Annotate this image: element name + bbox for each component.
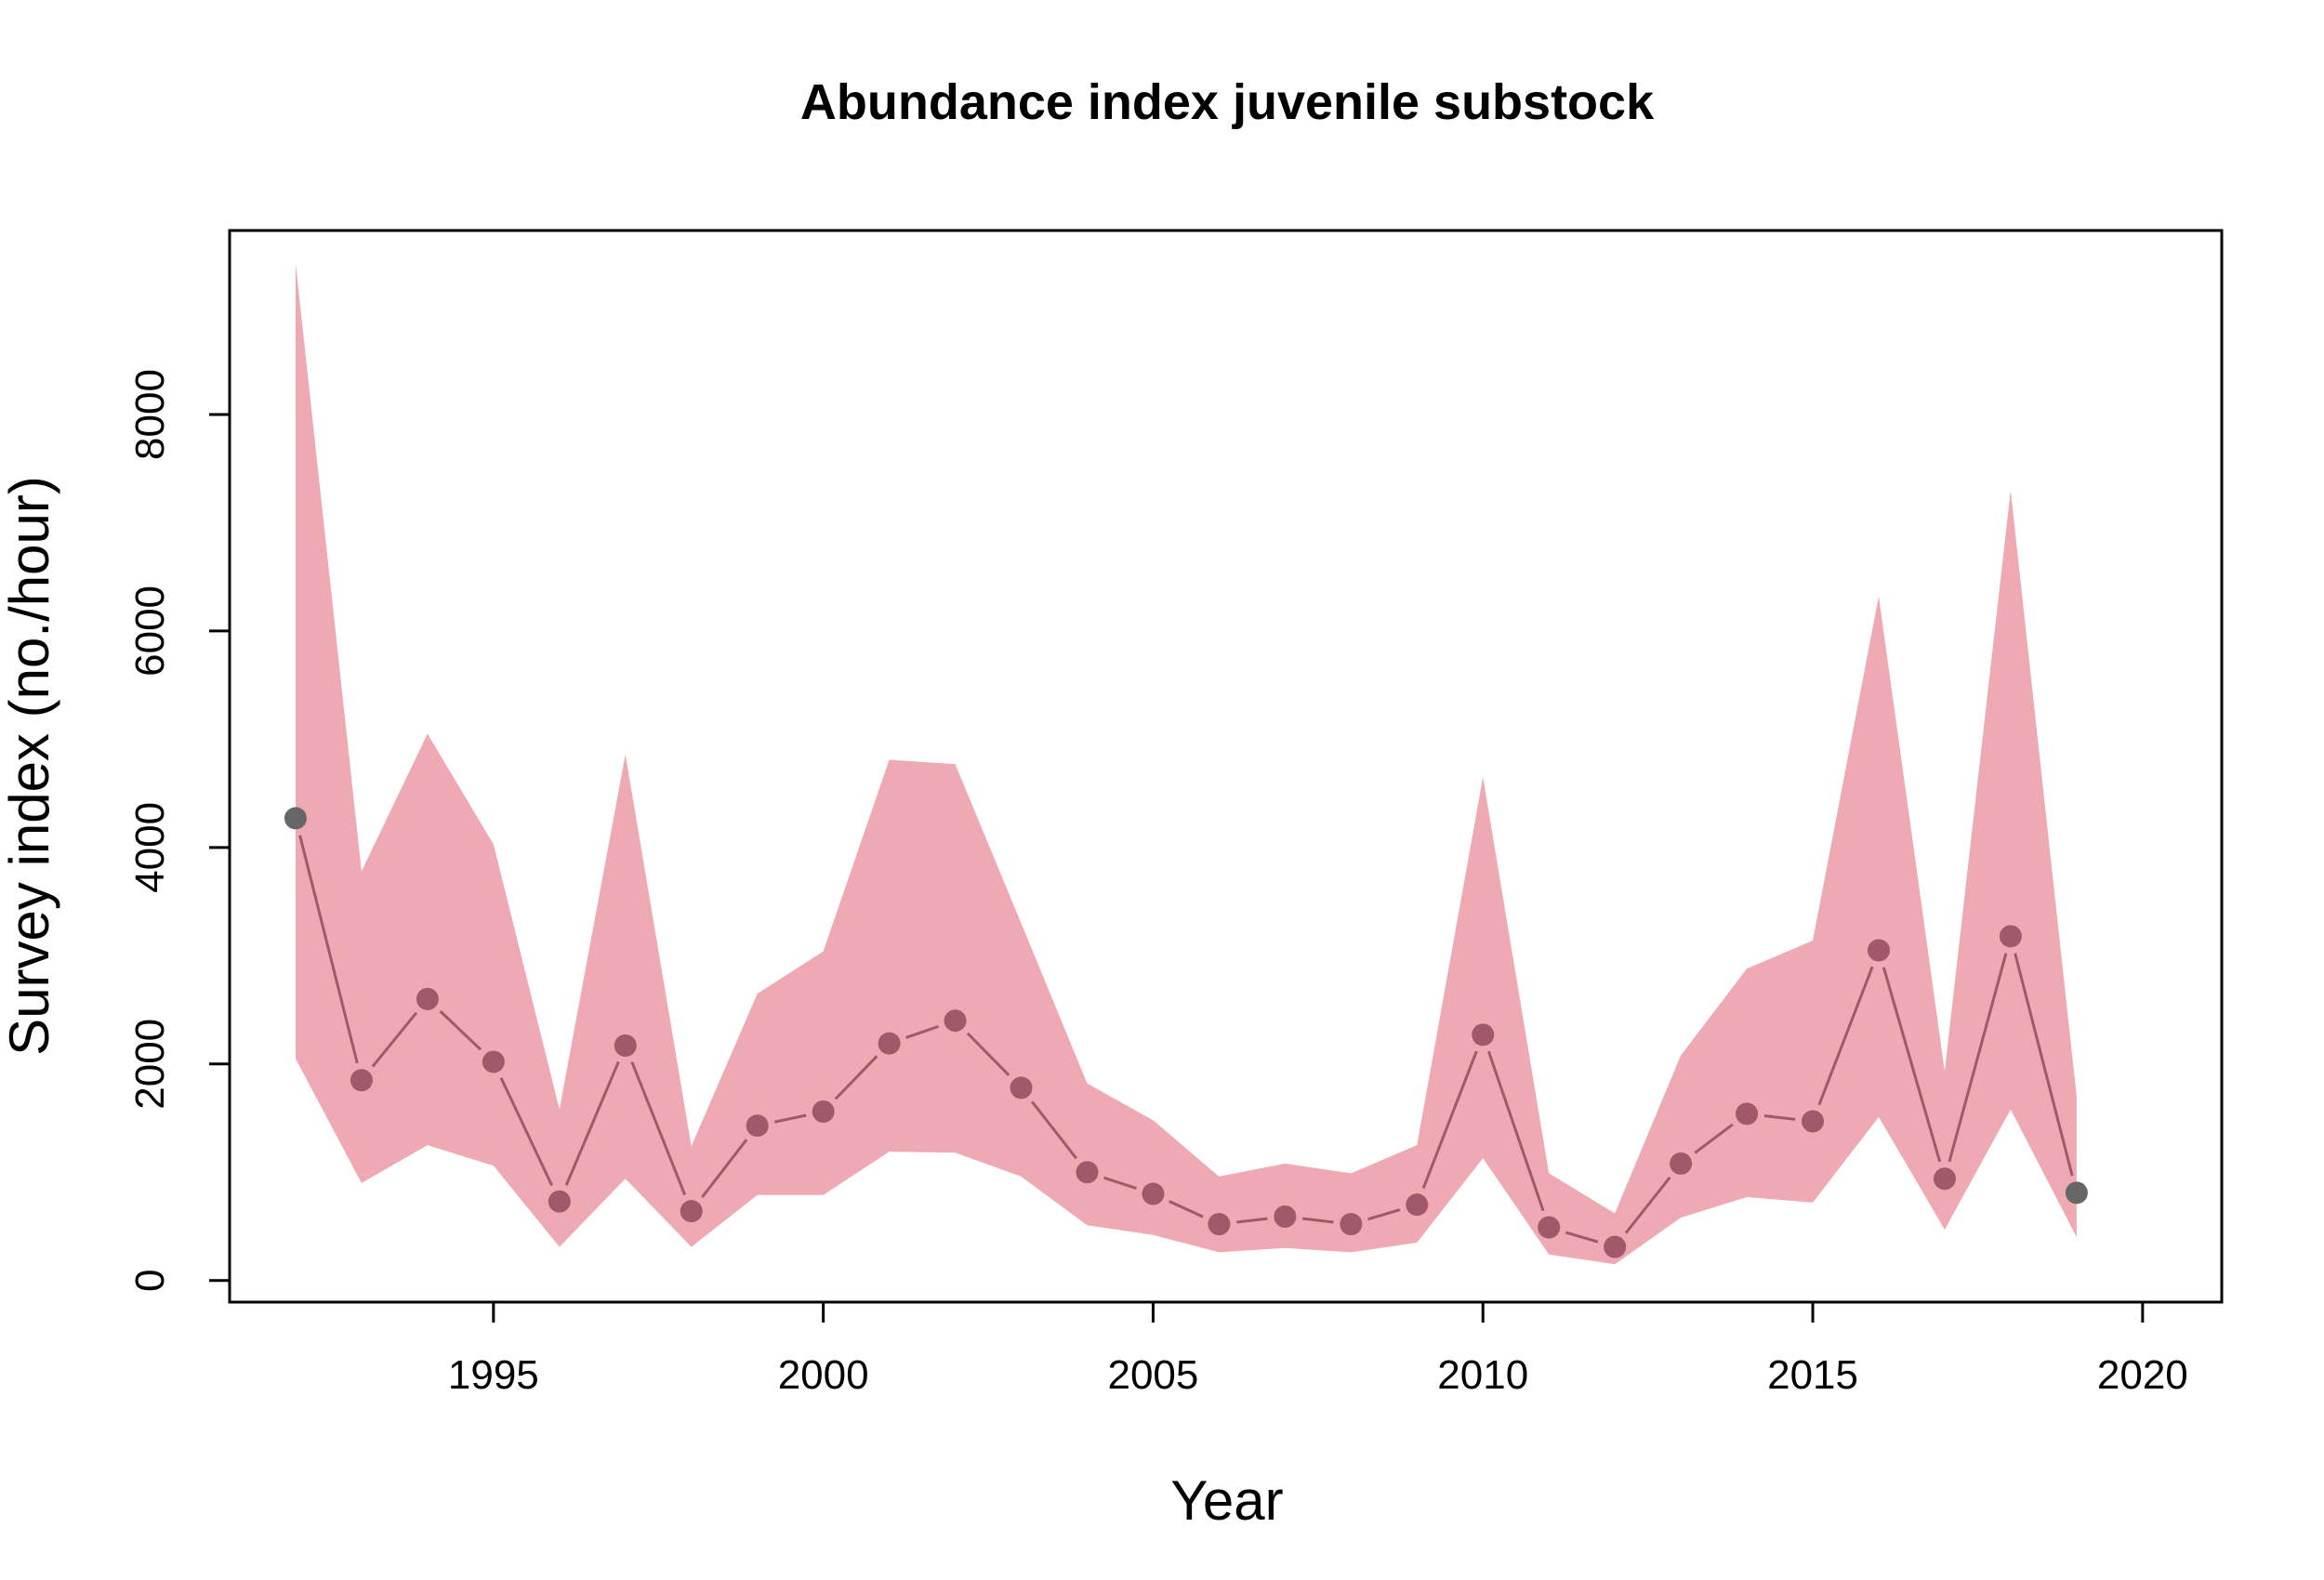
data-point — [1538, 1216, 1561, 1239]
data-point — [1670, 1152, 1693, 1175]
x-tick-label: 1995 — [448, 1352, 539, 1398]
x-tick-label: 2000 — [778, 1352, 869, 1398]
data-point — [812, 1100, 835, 1124]
series-segment — [1694, 1123, 1734, 1154]
x-tick-label: 2005 — [1107, 1352, 1198, 1398]
data-point — [1142, 1182, 1165, 1205]
y-tick-label: 0 — [127, 1269, 173, 1291]
series-segment — [1948, 953, 2008, 1163]
data-point — [1208, 1213, 1231, 1236]
series-segment — [701, 1139, 748, 1199]
y-tick-label: 6000 — [127, 586, 173, 677]
data-point — [1736, 1102, 1759, 1126]
y-axis-label: Survey index (no./hour) — [0, 476, 60, 1056]
data-point — [1406, 1193, 1429, 1217]
series-segment — [1817, 966, 1874, 1106]
data-point — [680, 1200, 703, 1223]
series-segment — [1486, 1050, 1545, 1212]
x-tick-label: 2010 — [1437, 1352, 1528, 1398]
x-axis: 1995 2000 2005 2010 2015 2020 — [448, 1300, 2188, 1398]
data-point — [350, 1069, 373, 1092]
series-segment — [905, 1024, 940, 1039]
x-axis-label: Year — [1170, 1469, 1283, 1532]
series-segment — [966, 1032, 1010, 1076]
data-point — [1274, 1205, 1297, 1228]
x-tick-label: 2020 — [2097, 1352, 2188, 1398]
series-segment — [1031, 1100, 1077, 1160]
data-point — [1868, 939, 1891, 962]
series-segment — [1367, 1208, 1401, 1221]
series-segment — [439, 1009, 482, 1051]
data-point — [1604, 1235, 1627, 1258]
data-point — [2065, 1181, 2088, 1205]
data-point — [746, 1114, 769, 1138]
series-segment — [564, 1060, 620, 1186]
series-segment — [1302, 1217, 1334, 1224]
data-point — [416, 987, 439, 1010]
series-segment — [773, 1113, 807, 1124]
data-point — [1076, 1161, 1099, 1184]
y-tick-label: 8000 — [127, 369, 173, 460]
series-segment — [499, 1076, 554, 1187]
series-segment — [371, 1011, 418, 1068]
data-point — [1999, 925, 2022, 948]
series-segment — [1169, 1200, 1204, 1218]
data-point — [878, 1032, 901, 1055]
y-tick-label: 4000 — [127, 802, 173, 893]
series-segment — [1421, 1050, 1478, 1190]
series-segment — [1565, 1231, 1599, 1244]
series-segment — [1624, 1176, 1671, 1234]
series-segment — [1763, 1114, 1796, 1121]
chart-title: Abundance index juvenile substock — [800, 74, 1655, 130]
data-point — [1802, 1110, 1825, 1133]
plot-area — [284, 262, 2088, 1265]
data-point — [284, 807, 307, 830]
series-segment — [834, 1055, 878, 1100]
y-tick-label: 2000 — [127, 1019, 173, 1110]
series-segment — [1103, 1176, 1137, 1191]
series-segment — [298, 835, 359, 1064]
y-axis: 0 2000 4000 6000 8000 — [127, 369, 231, 1292]
data-point — [1340, 1213, 1363, 1236]
series-segment — [1882, 967, 1942, 1163]
data-point — [548, 1190, 571, 1213]
series-segment — [630, 1061, 687, 1196]
data-point — [944, 1009, 967, 1033]
data-point — [614, 1034, 637, 1057]
data-point — [1010, 1076, 1033, 1099]
data-point — [1472, 1023, 1495, 1047]
data-point — [482, 1050, 505, 1073]
series-segment — [2014, 953, 2074, 1177]
x-tick-label: 2015 — [1767, 1352, 1858, 1398]
data-point — [1933, 1167, 1956, 1191]
series-segment — [1236, 1217, 1268, 1224]
